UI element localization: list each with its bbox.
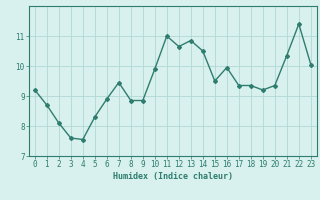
- X-axis label: Humidex (Indice chaleur): Humidex (Indice chaleur): [113, 172, 233, 181]
